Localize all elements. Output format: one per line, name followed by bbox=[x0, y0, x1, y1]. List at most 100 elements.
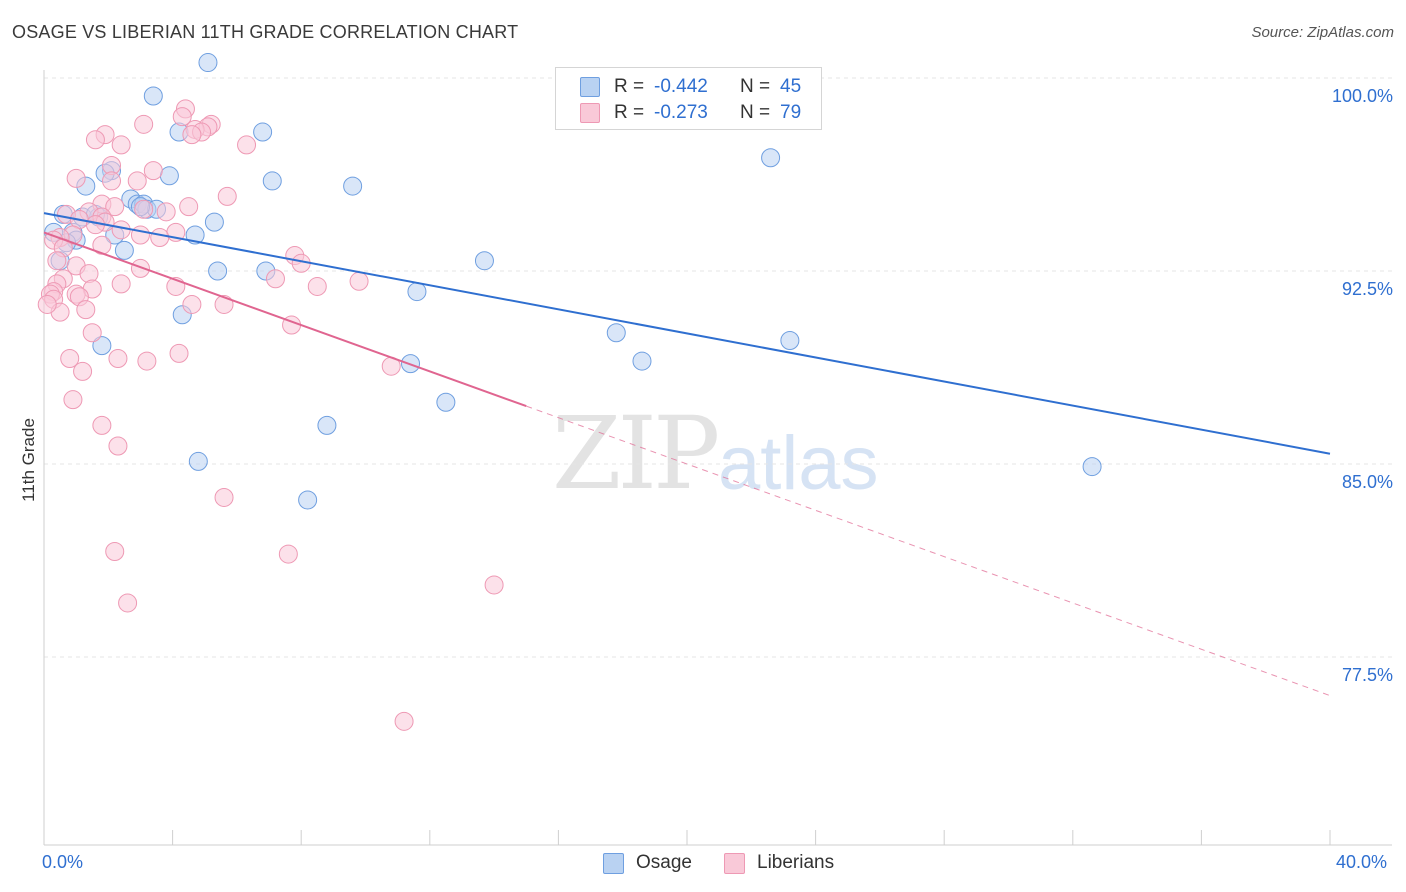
liberian-point bbox=[484, 575, 504, 595]
x-tick-label-max: 40.0% bbox=[1336, 852, 1388, 872]
osage-point bbox=[1082, 457, 1102, 477]
osage-point bbox=[436, 392, 456, 412]
liberian-point bbox=[143, 161, 163, 181]
liberians-swatch bbox=[580, 103, 600, 123]
liberian-point bbox=[137, 351, 157, 371]
liberian-point bbox=[37, 294, 57, 314]
liberian-point bbox=[394, 711, 414, 731]
osage-point bbox=[407, 282, 427, 302]
osage-point bbox=[317, 415, 337, 435]
osage-point bbox=[92, 336, 112, 356]
osage-point bbox=[474, 251, 494, 271]
liberian-point bbox=[82, 323, 102, 343]
osage-point bbox=[159, 166, 179, 186]
x-tick-label-min: 0.0% bbox=[42, 852, 84, 872]
liberian-point bbox=[130, 258, 150, 278]
liberian-point bbox=[79, 264, 99, 284]
osage-point bbox=[185, 225, 205, 245]
osage-point bbox=[262, 171, 282, 191]
liberian-point bbox=[127, 171, 147, 191]
osage-point bbox=[343, 176, 363, 196]
liberian-point bbox=[76, 300, 96, 320]
liberian-point bbox=[66, 168, 86, 188]
osage-legend-swatch bbox=[603, 852, 624, 874]
osage-point bbox=[188, 451, 208, 471]
liberian-point bbox=[118, 593, 138, 613]
liberian-point bbox=[179, 197, 199, 217]
r-label: R = bbox=[614, 76, 645, 97]
osage-point bbox=[198, 53, 218, 73]
watermark-zip: ZIP bbox=[552, 395, 720, 512]
liberian-point bbox=[92, 415, 112, 435]
liberian-trend-extension bbox=[526, 405, 1331, 697]
y-tick-label: 77.5% bbox=[1341, 665, 1393, 685]
liberian-point bbox=[169, 343, 189, 363]
y-tick-label: 100.0% bbox=[1331, 86, 1393, 106]
liberian-point bbox=[217, 186, 237, 206]
r-value: -0.442 bbox=[654, 76, 708, 97]
liberian-point bbox=[108, 348, 128, 368]
osage-point bbox=[143, 86, 163, 106]
liberian-point bbox=[237, 135, 257, 155]
osage-trend-line bbox=[43, 212, 1331, 455]
stats-row-liberians: R = -0.273 N = 79 bbox=[580, 101, 801, 125]
osage-point bbox=[253, 122, 273, 142]
osage-point bbox=[114, 240, 134, 260]
liberian-point bbox=[60, 348, 80, 368]
liberian-point bbox=[278, 544, 298, 564]
liberian-trend-line bbox=[43, 231, 527, 408]
liberian-point bbox=[172, 107, 192, 127]
legend-label-osage: Osage bbox=[636, 852, 692, 873]
chart-title: OSAGE VS LIBERIAN 11TH GRADE CORRELATION… bbox=[12, 22, 519, 42]
liberian-point bbox=[111, 220, 131, 240]
osage-point bbox=[208, 261, 228, 281]
liberian-point bbox=[150, 228, 170, 248]
osage-point bbox=[606, 323, 626, 343]
r-label: R = bbox=[614, 102, 645, 123]
liberian-point bbox=[156, 202, 176, 222]
liberian-point bbox=[47, 251, 67, 271]
n-value: 45 bbox=[780, 76, 802, 97]
liberian-point bbox=[63, 390, 83, 410]
liberian-point bbox=[130, 225, 150, 245]
trend-lines bbox=[43, 212, 1331, 697]
liberians-legend-swatch bbox=[724, 852, 745, 874]
source-credit: Source: ZipAtlas.com bbox=[1251, 24, 1394, 41]
liberian-point bbox=[85, 130, 105, 150]
stats-legend: R = -0.442 N = 45 R = -0.273 N = 79 bbox=[555, 67, 822, 130]
liberian-point bbox=[349, 271, 369, 291]
n-label: N = bbox=[740, 102, 771, 123]
osage-point bbox=[298, 490, 318, 510]
liberian-point bbox=[307, 276, 327, 296]
liberian-point bbox=[214, 487, 234, 507]
n-label: N = bbox=[740, 76, 771, 97]
y-tick-label: 92.5% bbox=[1341, 279, 1393, 299]
liberian-point bbox=[105, 197, 125, 217]
osage-point bbox=[761, 148, 781, 168]
liberian-point bbox=[102, 171, 122, 191]
r-value: -0.273 bbox=[654, 102, 708, 123]
liberian-point bbox=[73, 361, 93, 381]
gridlines bbox=[44, 77, 1392, 658]
liberian-point bbox=[111, 135, 131, 155]
liberian-point bbox=[182, 294, 202, 314]
osage-point bbox=[632, 351, 652, 371]
stats-row-osage: R = -0.442 N = 45 bbox=[580, 75, 801, 99]
liberian-point bbox=[105, 541, 125, 561]
legend-label-liberians: Liberians bbox=[757, 852, 835, 873]
osage-swatch bbox=[580, 77, 600, 97]
liberian-point bbox=[108, 436, 128, 456]
n-value: 79 bbox=[780, 102, 802, 123]
liberian-point bbox=[134, 114, 154, 134]
series-legend: Osage Liberians bbox=[0, 852, 1406, 876]
liberian-point bbox=[265, 269, 285, 289]
liberian-point bbox=[111, 274, 131, 294]
osage-point bbox=[780, 330, 800, 350]
liberian-point bbox=[134, 199, 154, 219]
axes bbox=[43, 70, 1392, 846]
legend-item-osage[interactable]: Osage bbox=[603, 852, 692, 874]
legend-item-liberians[interactable]: Liberians bbox=[724, 852, 834, 874]
liberian-point bbox=[214, 294, 234, 314]
osage-points bbox=[44, 53, 1102, 510]
